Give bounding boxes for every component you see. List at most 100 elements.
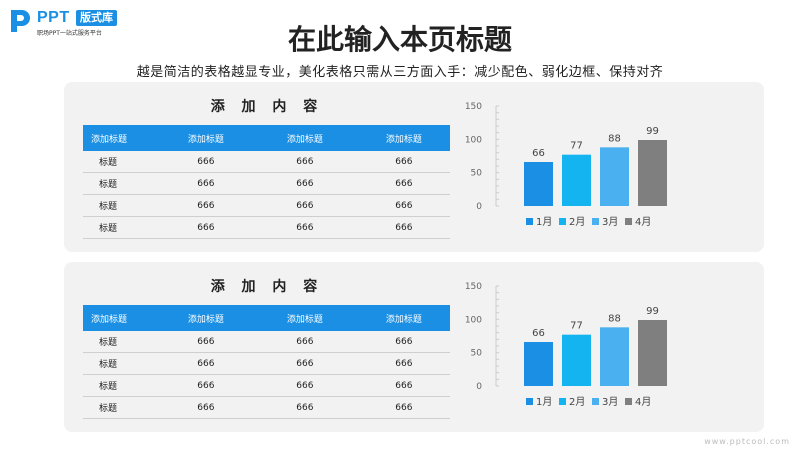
column-header: 添加标题 [159, 305, 252, 331]
table-cell: 666 [251, 374, 358, 397]
content-panel-2: 添 加 内 容 添加标题 添加标题 添加标题 添加标题 标题 666 666 6… [64, 262, 764, 432]
data-label: 88 [608, 313, 621, 324]
column-header: 添加标题 [251, 305, 358, 331]
logo-badge: 版式库 [76, 10, 117, 26]
table-cell: 666 [251, 194, 358, 217]
legend-label: 4月 [635, 396, 651, 408]
content-panel-1: 添 加 内 容 添加标题 添加标题 添加标题 添加标题 标题 666 666 6… [64, 82, 764, 252]
bar [524, 162, 553, 206]
legend-label: 1月 [536, 216, 552, 228]
table-cell: 标题 [83, 352, 160, 375]
table-cell: 666 [251, 151, 358, 173]
table-cell: 666 [357, 352, 450, 375]
bar-chart: 0 50 100 150 66 77 88 99 1月 2月 3月 4月 [465, 102, 667, 228]
section-title: 添 加 内 容 [210, 99, 324, 115]
table-cell: 666 [251, 352, 358, 375]
bar [562, 334, 591, 386]
column-header: 添加标题 [357, 125, 450, 151]
table-row: 标题 666 666 666 [83, 331, 450, 353]
y-tick-label: 150 [465, 282, 482, 292]
table-cell: 标题 [83, 194, 160, 217]
legend-label: 3月 [602, 396, 618, 408]
table-row: 标题 666 666 666 [83, 194, 450, 217]
page-title: 在此输入本页标题 [287, 23, 512, 56]
data-label: 77 [570, 141, 583, 152]
legend-swatch [592, 398, 599, 405]
table-cell: 666 [159, 374, 252, 397]
legend-swatch [559, 218, 566, 225]
brand-logo: PPT 版式库 职场PPT一站式服务平台 [8, 8, 158, 38]
legend-swatch [625, 218, 632, 225]
y-tick-label: 100 [465, 315, 482, 325]
table-cell: 666 [159, 331, 252, 353]
bar [562, 154, 591, 206]
table-cell: 666 [159, 194, 252, 217]
y-tick-label: 0 [476, 382, 482, 392]
table-row: 标题 666 666 666 [83, 374, 450, 397]
table-cell: 标题 [83, 172, 160, 195]
legend-swatch [625, 398, 632, 405]
y-tick-label: 50 [471, 169, 483, 179]
table-cell: 666 [159, 396, 252, 419]
y-tick-label: 100 [465, 135, 482, 145]
data-label: 88 [608, 133, 621, 144]
data-label: 66 [532, 148, 545, 159]
table-cell: 666 [159, 151, 252, 173]
table-cell: 666 [251, 216, 358, 239]
y-tick-label: 0 [476, 202, 482, 212]
logo-brand-text: PPT [37, 9, 70, 26]
table-row: 标题 666 666 666 [83, 151, 450, 173]
column-header: 添加标题 [83, 305, 160, 331]
data-label: 77 [570, 321, 583, 332]
table-cell: 标题 [83, 374, 160, 397]
table-cell: 标题 [83, 396, 160, 419]
table-header-row: 添加标题 添加标题 添加标题 添加标题 [83, 305, 450, 331]
data-label: 99 [646, 126, 659, 137]
page-subtitle: 越是简洁的表格越显专业，美化表格只需从三方面入手：减少配色、弱化边框、保持对齐 [136, 65, 664, 80]
legend-label: 4月 [635, 216, 651, 228]
table-cell: 666 [159, 216, 252, 239]
table-cell: 666 [357, 374, 450, 397]
data-label: 66 [532, 328, 545, 339]
table-cell: 标题 [83, 331, 160, 353]
legend-label: 1月 [536, 396, 552, 408]
ppt-logo-icon [11, 10, 30, 32]
bar [524, 342, 553, 386]
table-header-row: 添加标题 添加标题 添加标题 添加标题 [83, 125, 450, 151]
legend-swatch [526, 218, 533, 225]
logo-tagline: 职场PPT一站式服务平台 [37, 30, 102, 37]
watermark: www.pptcool.com [704, 437, 790, 446]
legend-label: 2月 [569, 216, 585, 228]
table-cell: 666 [251, 331, 358, 353]
legend-label: 2月 [569, 396, 585, 408]
data-table: 添加标题 添加标题 添加标题 添加标题 标题 666 666 666 标题 66… [83, 305, 450, 419]
table-row: 标题 666 666 666 [83, 216, 450, 239]
bar [600, 147, 629, 206]
column-header: 添加标题 [357, 305, 450, 331]
y-tick-label: 150 [465, 102, 482, 112]
legend-swatch [526, 398, 533, 405]
bar-chart: 0 50 100 150 66 77 88 99 1月 2月 3月 4月 [465, 282, 667, 408]
column-header: 添加标题 [251, 125, 358, 151]
legend-swatch [592, 218, 599, 225]
data-table: 添加标题 添加标题 添加标题 添加标题 标题 666 666 666 标题 66… [83, 125, 450, 239]
y-tick-label: 50 [471, 349, 483, 359]
table-cell: 666 [357, 194, 450, 217]
data-label: 99 [646, 306, 659, 317]
table-cell: 666 [357, 396, 450, 419]
bar [638, 140, 667, 206]
table-cell: 666 [357, 331, 450, 353]
table-cell: 666 [357, 216, 450, 239]
table-cell: 666 [357, 151, 450, 173]
table-cell: 标题 [83, 151, 160, 173]
table-cell: 666 [159, 172, 252, 195]
column-header: 添加标题 [159, 125, 252, 151]
bar [600, 327, 629, 386]
table-row: 标题 666 666 666 [83, 352, 450, 375]
table-row: 标题 666 666 666 [83, 396, 450, 419]
bar [638, 320, 667, 386]
table-cell: 666 [159, 352, 252, 375]
table-row: 标题 666 666 666 [83, 172, 450, 195]
table-cell: 标题 [83, 216, 160, 239]
column-header: 添加标题 [83, 125, 160, 151]
